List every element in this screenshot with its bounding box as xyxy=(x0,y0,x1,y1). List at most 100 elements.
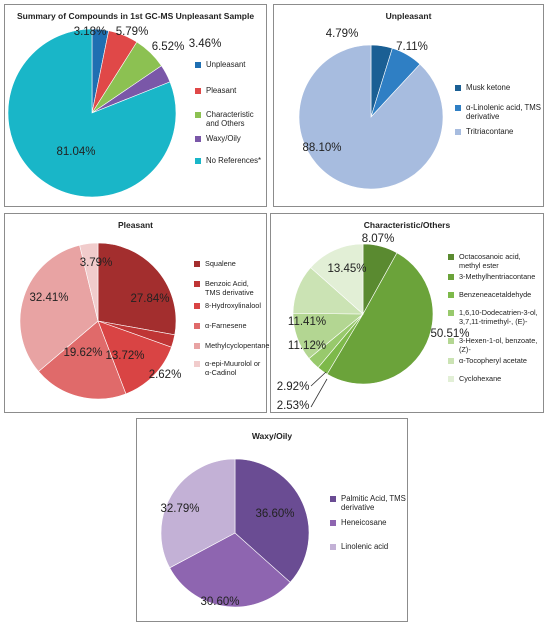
legend-swatch xyxy=(448,309,454,316)
pie-slice xyxy=(169,532,291,608)
chart-title: Unpleasant xyxy=(385,11,432,21)
pie-slice xyxy=(97,320,172,395)
legend-label: No References* xyxy=(206,156,262,165)
legend-swatch xyxy=(195,61,201,68)
data-label: 50.51% xyxy=(430,328,469,340)
pleasant-chart-panel: Pleasant 27.84% 2.62% 13.72% 19.62% 32.41% 3.… xyxy=(4,213,270,413)
chart-legend: Octacosanoic acid, methyl ester 3-Methylh… xyxy=(448,252,542,392)
data-label: 88.10% xyxy=(302,142,341,154)
legend-label: 8-Hydroxylinalool xyxy=(205,301,261,310)
pie-chart: 3.18% 5.79%6.52% 3.46% 81.04% xyxy=(7,26,222,198)
chart-title: Summary of Compounds in 1st GC-MS Unplea… xyxy=(16,11,255,21)
pie-slice xyxy=(7,28,177,198)
leader-line xyxy=(310,378,328,408)
legend-swatch xyxy=(194,360,200,367)
pie-chart: 27.84% 2.62% 13.72%19.62% 32.41% 3.79% xyxy=(19,242,182,400)
legend-label: Linolenic acid xyxy=(341,542,389,551)
waxy-oily-chart-panel: Waxy/Oily 36.60% 30.60% 32.79% Palmitic Ac… xyxy=(136,418,408,622)
legend-label: Benzoic Acid, TMS derivative xyxy=(205,279,254,297)
legend-swatch xyxy=(330,543,336,550)
data-label: 8.07% xyxy=(362,233,395,245)
legend-label: Unpleasant xyxy=(206,60,246,69)
data-label: 27.84% xyxy=(130,293,169,305)
pie-slice xyxy=(38,320,127,400)
chart-title: Pleasant xyxy=(118,220,153,230)
legend-swatch xyxy=(330,495,336,502)
data-label: 7.11% xyxy=(396,41,428,53)
legend-swatch xyxy=(195,135,201,142)
data-label: 4.79% xyxy=(326,28,359,40)
legend-label: Methylcyclopentane xyxy=(205,341,270,350)
leader-line xyxy=(310,371,327,387)
data-label: 6.52% xyxy=(152,41,185,53)
unpleasant-chart-panel: Unpleasant 4.79% 7.11% 88.10% Musk ketone α… xyxy=(273,4,544,207)
pie-chart: 4.79% 7.11% 88.10% xyxy=(298,28,444,190)
legend-swatch xyxy=(330,519,336,526)
legend-swatch xyxy=(455,104,461,111)
legend-item: 1,6,10-Dodecatrien-3-ol, 3,7,11-trimethy… xyxy=(448,308,542,326)
data-label: 32.41% xyxy=(29,292,68,304)
legend-item: Linolenic acid xyxy=(330,542,406,551)
legend-label: Waxy/Oily xyxy=(206,134,241,143)
chart-title: Characteristic/Others xyxy=(363,220,451,230)
legend-swatch xyxy=(455,128,461,135)
pie-slice xyxy=(234,458,310,583)
legend-item: Squalene xyxy=(194,259,266,268)
data-label: 36.60% xyxy=(255,508,294,520)
pie-slice xyxy=(97,242,177,336)
legend-item: Musk ketone xyxy=(455,83,541,92)
legend-label: Benzeneacetaldehyde xyxy=(459,290,532,299)
legend-label: α-Farnesene xyxy=(205,321,247,330)
data-label: 3.46% xyxy=(189,38,222,50)
legend-swatch xyxy=(194,342,200,349)
data-label: 2.62% xyxy=(149,369,182,381)
legend-item: Tritriacontane xyxy=(455,127,541,136)
legend-item: Waxy/Oily xyxy=(195,134,265,143)
summary-chart-panel: Summary of Compounds in 1st GC-MS Unplea… xyxy=(4,4,267,207)
legend-item: 3-Hexen-1-ol, benzoate, (Z)- xyxy=(448,336,542,354)
legend-label: Tritriacontane xyxy=(466,127,514,136)
legend-swatch xyxy=(195,111,201,118)
data-label: 5.79% xyxy=(116,26,149,38)
legend-swatch xyxy=(194,322,200,329)
legend-swatch xyxy=(194,260,200,267)
data-label: 81.04% xyxy=(56,146,95,158)
legend-label: Palmitic Acid, TMS derivative xyxy=(341,494,406,512)
legend-item: Unpleasant xyxy=(195,60,265,69)
legend-label: Cyclohexane xyxy=(459,374,502,383)
legend-item: α-Linolenic acid, TMS derivative xyxy=(455,103,541,121)
legend-swatch xyxy=(448,291,454,298)
pie-slice xyxy=(326,252,434,385)
legend-label: Heneicosane xyxy=(341,518,387,527)
chart-title: Waxy/Oily xyxy=(251,431,293,441)
legend-item: 3-Methylhentriacontane xyxy=(448,272,542,281)
data-label: 2.53% xyxy=(277,400,310,412)
data-label: 3.79% xyxy=(80,257,113,269)
legend-label: Pleasant xyxy=(206,86,237,95)
characteristic-chart-panel: Characteristic/Others 8.07% 50.51% 2.53% 2.… xyxy=(270,213,544,413)
legend-label: Musk ketone xyxy=(466,83,511,92)
legend-swatch xyxy=(448,337,454,344)
data-label: 30.60% xyxy=(200,596,239,608)
legend-label: α-Linolenic acid, TMS derivative xyxy=(466,103,541,121)
legend-item: α-epi-Muurolol or α-Cadinol xyxy=(194,359,266,377)
pie-slice xyxy=(298,44,444,190)
pie-slice xyxy=(310,243,364,315)
chart-legend: Palmitic Acid, TMS derivative Heneicosane… xyxy=(330,494,406,564)
legend-label: 1,6,10-Dodecatrien-3-ol, 3,7,11-trimethy… xyxy=(459,308,538,326)
legend-label: Squalene xyxy=(205,259,236,268)
legend-label: α-epi-Muurolol or α-Cadinol xyxy=(205,359,261,377)
legend-item: Cyclohexane xyxy=(448,374,542,383)
data-label: 19.62% xyxy=(63,347,102,359)
pie-chart: 36.60% 30.60% 32.79% xyxy=(160,458,310,608)
legend-swatch xyxy=(448,253,454,260)
data-label: 13.45% xyxy=(327,263,366,275)
legend-swatch xyxy=(194,280,200,287)
legend-label: α-Tocopheryl acetate xyxy=(459,356,527,365)
legend-swatch xyxy=(448,375,454,382)
chart-legend: Unpleasant Pleasant Characteristic and Oth… xyxy=(195,60,265,180)
legend-item: No References* xyxy=(195,156,265,165)
data-label: 3.18% xyxy=(74,26,107,38)
pie-slice xyxy=(160,458,236,569)
data-label: 11.12% xyxy=(288,340,326,352)
